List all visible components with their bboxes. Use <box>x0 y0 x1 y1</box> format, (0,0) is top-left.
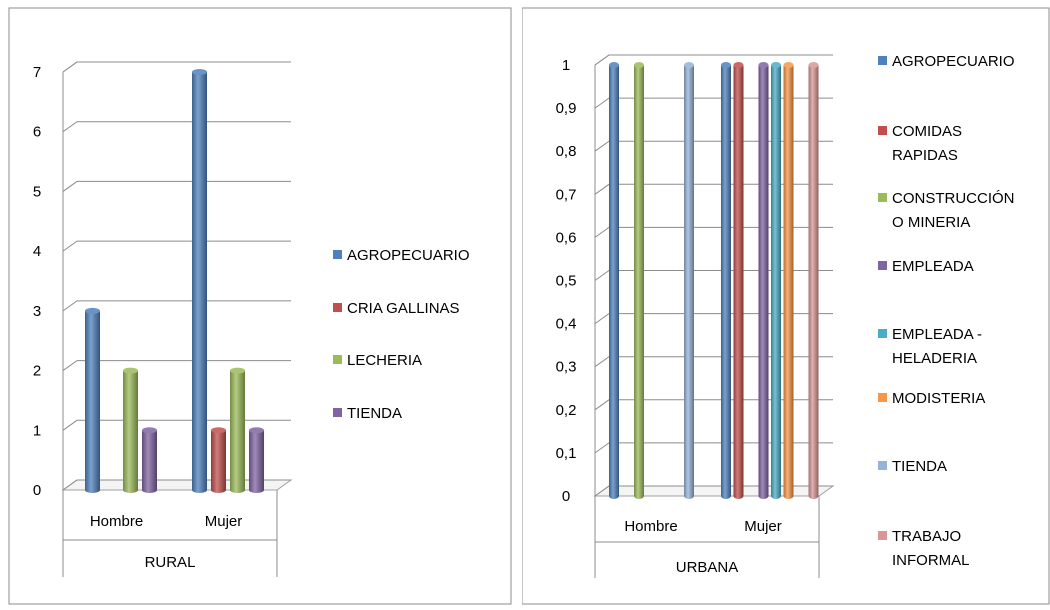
x-tick-label: Mujer <box>744 518 782 535</box>
bar <box>230 370 245 494</box>
y-tick-label: 6 <box>33 124 41 141</box>
bar-top <box>783 62 794 68</box>
legend-swatch <box>878 261 887 270</box>
bar-top <box>192 69 207 75</box>
y-tick-label: 0,4 <box>556 316 577 333</box>
x-tick-label: Hombre <box>90 513 143 530</box>
y-tick-label: 0 <box>33 482 41 499</box>
bar <box>783 65 794 500</box>
bar <box>758 65 769 500</box>
bar <box>634 65 644 499</box>
legend-swatch <box>878 393 887 402</box>
group-label: RURAL <box>145 554 196 571</box>
bar-top <box>634 62 644 68</box>
bar <box>192 72 207 494</box>
legend-swatch <box>333 303 342 312</box>
legend-swatch <box>878 126 887 135</box>
bar-top <box>808 62 819 68</box>
legend-swatch <box>333 250 342 259</box>
y-tick-label: 0,3 <box>556 359 577 376</box>
bar-top <box>211 427 226 434</box>
chart-urbana: 0 0,1 0,2 0,3 0,4 0,5 0,6 0,7 0,8 0,9 1 Hombre Mujer… <box>521 0 1050 605</box>
legend-swatch <box>878 329 887 338</box>
bar <box>684 65 694 499</box>
y-tick-label: 5 <box>33 183 41 200</box>
chart-svg: 0 1 2 3 4 5 6 7 Hombre Mujer RURAL AGROPECUARIO CRIA… <box>8 7 512 605</box>
bar <box>771 65 781 499</box>
bar <box>808 65 819 500</box>
legend-label: AGROPECUARIO <box>892 53 1015 70</box>
gridline <box>62 121 291 133</box>
back-wall <box>77 62 291 480</box>
y-tick-label: 2 <box>33 363 41 380</box>
y-tick-label: 0 <box>562 488 570 505</box>
y-tick-label: 7 <box>33 64 41 81</box>
chart-svg: 0 0,1 0,2 0,3 0,4 0,5 0,6 0,7 0,8 0,9 1 Hombre Mujer… <box>521 7 1050 605</box>
bar-top <box>230 367 245 374</box>
y-tick-label: 1 <box>33 422 41 439</box>
bar-top <box>123 367 138 374</box>
legend-label: CRIA GALLINAS <box>347 300 460 317</box>
y-tick-label: 0,6 <box>556 229 577 246</box>
legend-swatch <box>333 355 342 364</box>
legend-swatch <box>878 461 887 470</box>
y-tick-label: 0,7 <box>556 186 577 203</box>
y-tick-label: 4 <box>33 243 41 260</box>
bar-top <box>142 427 157 434</box>
legend-label: AGROPECUARIO <box>347 247 470 264</box>
bar <box>721 65 731 499</box>
y-tick-label: 0,9 <box>556 100 577 117</box>
gridline <box>62 180 291 192</box>
y-tick-label: 0,8 <box>556 143 577 160</box>
bar-top <box>721 62 731 68</box>
bar-top <box>249 427 264 434</box>
bar-top <box>758 62 769 68</box>
legend-label: COMIDAS RAPIDAS <box>892 123 962 164</box>
bar <box>249 430 264 494</box>
legend-swatch <box>333 408 342 417</box>
legend-label: CONSTRUCCIÓN O MINERIA <box>892 190 1015 231</box>
bar <box>123 370 138 494</box>
legend-swatch <box>878 193 887 202</box>
bar-top <box>609 62 619 68</box>
legend-label: TIENDA <box>347 405 402 422</box>
x-tick-label: Hombre <box>624 518 677 535</box>
bar <box>211 430 226 494</box>
gridline <box>62 240 291 252</box>
legend-label: LECHERIA <box>347 352 422 369</box>
gridline <box>62 300 291 312</box>
bar <box>609 65 619 499</box>
bar-top <box>771 62 781 68</box>
y-axis-top <box>594 54 610 66</box>
bar <box>733 65 744 500</box>
bar <box>85 310 100 494</box>
legend-label: TIENDA <box>892 458 947 475</box>
gridline <box>62 360 291 371</box>
y-tick-label: 1 <box>562 57 570 74</box>
x-tick-label: Mujer <box>205 513 243 530</box>
bar-top <box>684 62 694 68</box>
bar-top <box>85 307 100 314</box>
chart-floor <box>593 485 835 497</box>
y-axis-top <box>62 61 78 73</box>
legend-label: TRABAJO INFORMAL <box>892 528 970 569</box>
legend-label: MODISTERIA <box>892 390 985 407</box>
y-tick-label: 0,5 <box>556 273 577 290</box>
gridline <box>62 419 291 431</box>
bar-top <box>733 62 744 68</box>
y-tick-label: 0,1 <box>556 445 577 462</box>
group-label: URBANA <box>676 559 739 576</box>
legend-swatch <box>878 531 887 540</box>
legend-label: EMPLEADA -HELADERIA <box>892 326 982 367</box>
y-tick-label: 0,2 <box>556 402 577 419</box>
legend-swatch <box>878 56 887 65</box>
bar <box>142 430 157 494</box>
chart-rural: 0 1 2 3 4 5 6 7 Hombre Mujer RURAL AGROPECUARIO CRIA… <box>0 0 512 605</box>
legend-label: EMPLEADA <box>892 258 974 275</box>
y-tick-label: 3 <box>33 303 41 320</box>
